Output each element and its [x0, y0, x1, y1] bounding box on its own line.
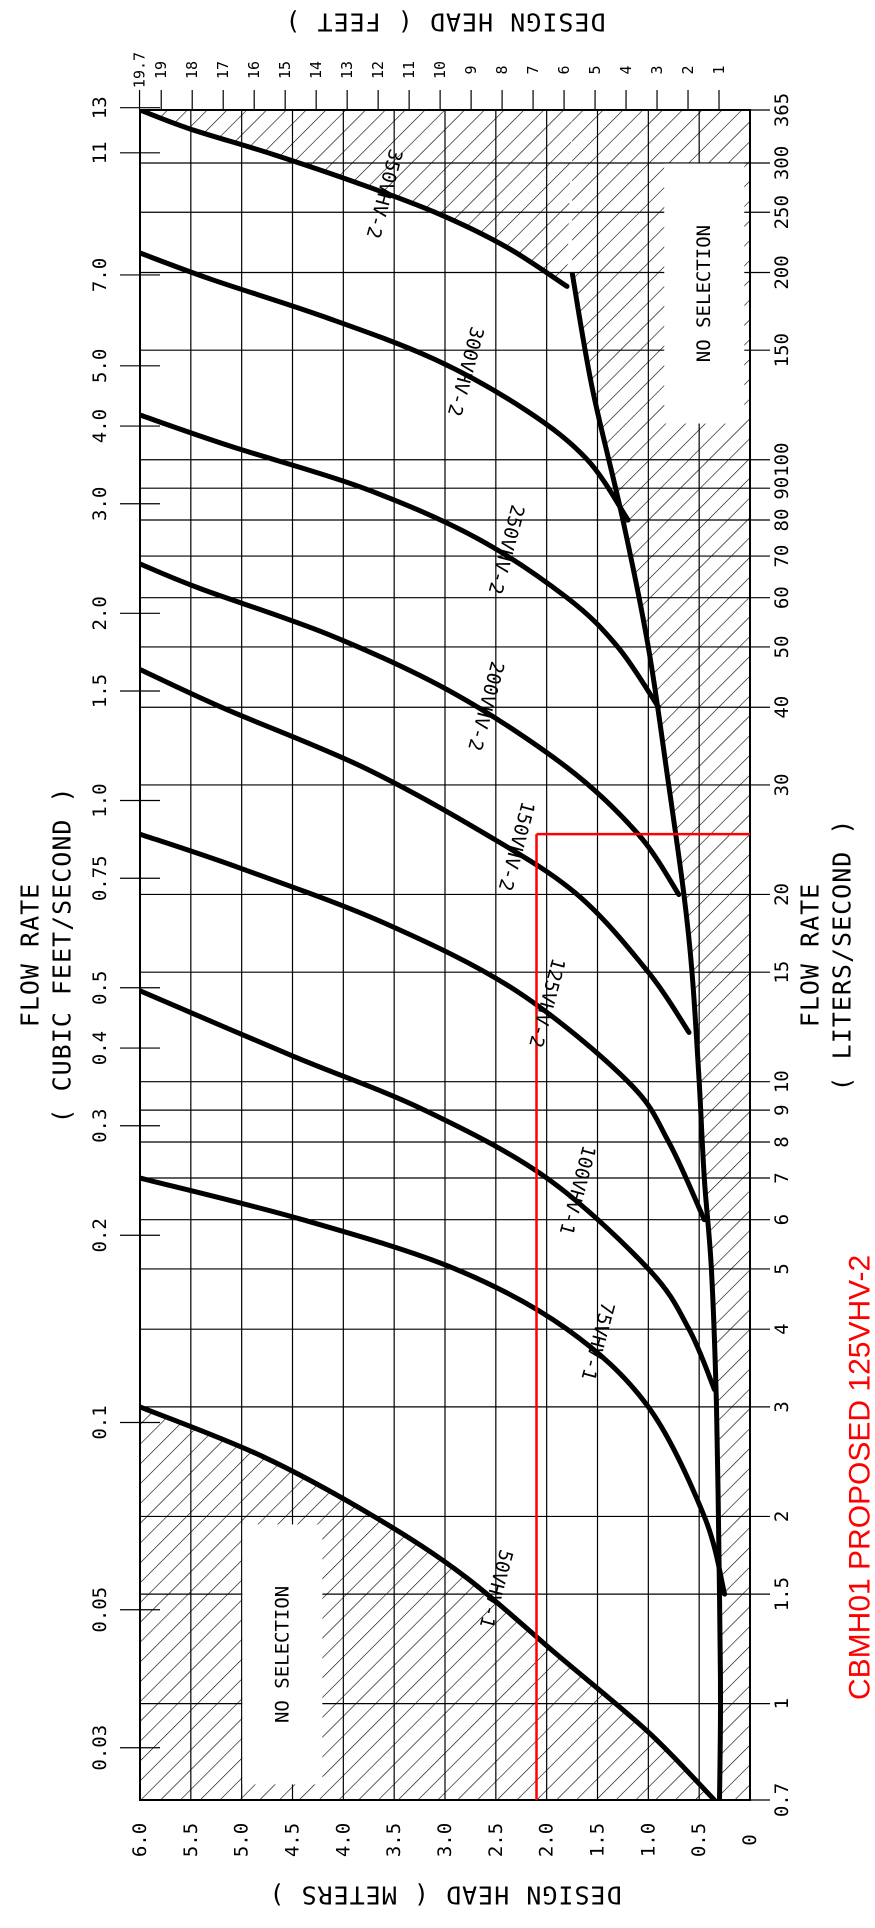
series-label-150vhv-2: 150VHV-2 [494, 799, 539, 893]
tick-label-feet: 19 [152, 61, 170, 79]
tick-label-cfs: 7.0 [89, 258, 111, 292]
tick-label-lps: 200 [771, 255, 793, 289]
axis-title-lps-line1: FLOW RATE [796, 883, 825, 1027]
tick-label-feet: 1 [710, 65, 728, 74]
no-selection-top-label: NO SELECTION [693, 225, 715, 362]
series-label-250vhv-2: 250VHV-2 [484, 502, 529, 596]
tick-label-feet: 3 [648, 65, 666, 74]
tick-label-cfs: 3.0 [89, 487, 111, 521]
tick-label-meters: 6.0 [129, 1823, 151, 1857]
tick-label-cfs: 5.0 [89, 349, 111, 383]
tick-label-feet: 16 [245, 61, 263, 79]
tick-label-cfs: 0.5 [89, 971, 111, 1005]
tick-label-lps: 250 [771, 195, 793, 229]
tick-label-meters: 2.5 [485, 1823, 507, 1857]
tick-label-meters: 4.5 [282, 1823, 304, 1857]
tick-label-lps: 9 [771, 1104, 793, 1115]
tick-label-feet: 13 [338, 61, 356, 79]
selection-annotation-text: CBMH01 PROPOSED 125VHV-2 [844, 1255, 875, 1700]
tick-label-cfs: 0.2 [89, 1218, 111, 1252]
tick-label-feet: 8 [493, 65, 511, 74]
tick-label-lps: 50 [771, 636, 793, 659]
tick-label-lps: 365 [771, 93, 793, 127]
tick-label-feet: 11 [400, 61, 418, 79]
tick-label-lps: 60 [771, 586, 793, 609]
no-selection-bottom-label: NO SELECTION [271, 1586, 293, 1723]
tick-label-meters: 1.0 [637, 1823, 659, 1857]
tick-label-lps: 10 [771, 1070, 793, 1093]
tick-label-cfs: 0.75 [89, 855, 111, 901]
axis-title-feet: DESIGN HEAD ( FEET ) [284, 8, 605, 37]
series-label-300vhv-2: 300VHV-2 [443, 324, 488, 418]
tick-label-lps: 90 [771, 477, 793, 500]
tick-label-lps: 150 [771, 333, 793, 367]
tick-label-cfs: 0.05 [89, 1587, 111, 1633]
tick-label-meters: 3.0 [434, 1823, 456, 1857]
tick-label-lps: 70 [771, 545, 793, 568]
tick-label-cfs: 11 [89, 141, 111, 164]
tick-label-lps: 2 [771, 1511, 793, 1522]
tick-label-cfs: 1.0 [89, 783, 111, 817]
tick-label-feet: 10 [431, 61, 449, 79]
axis-title-cfs-line1: FLOW RATE [16, 883, 45, 1027]
tick-label-meters: 5.5 [180, 1823, 202, 1857]
tick-label-feet: 4 [617, 65, 635, 74]
no-selection-region-bottom [140, 1407, 714, 1800]
tick-label-feet: 14 [307, 61, 325, 79]
tick-label-feet: 18 [183, 61, 201, 79]
tick-label-lps: 0.7 [771, 1783, 793, 1817]
tick-label-lps: 20 [771, 883, 793, 906]
axis-title-meters: DESIGN HEAD ( METERS ) [268, 1881, 621, 1910]
tick-label-cfs: 0.1 [89, 1405, 111, 1439]
series-curve-300vhv-2 [140, 253, 628, 520]
tick-label-cfs: 2.0 [89, 596, 111, 630]
tick-label-meters: 2.0 [536, 1823, 558, 1857]
tick-label-meters: 4.0 [332, 1823, 354, 1857]
tick-label-feet: 12 [369, 61, 387, 79]
tick-label-feet: 6 [555, 65, 573, 74]
tick-label-lps: 8 [771, 1136, 793, 1147]
tick-label-feet: 15 [276, 61, 294, 79]
tick-label-lps: 4 [771, 1323, 793, 1334]
tick-label-lps: 15 [771, 961, 793, 984]
tick-label-lps: 100 [771, 443, 793, 477]
series-label-200vhv-2: 200VHV-2 [463, 659, 508, 753]
tick-label-lps: 5 [771, 1263, 793, 1274]
tick-label-cfs: 0.3 [89, 1109, 111, 1143]
tick-label-feet: 17 [214, 61, 232, 79]
tick-label-lps: 3 [771, 1401, 793, 1412]
tick-label-lps: 300 [771, 146, 793, 180]
tick-label-cfs: 0.4 [89, 1031, 111, 1065]
tick-label-meters: 3.5 [383, 1823, 405, 1857]
tick-label-lps: 1 [771, 1698, 793, 1709]
tick-label-cfs: 4.0 [89, 409, 111, 443]
tick-label-feet: 9 [462, 65, 480, 74]
tick-label-cfs: 1.5 [89, 674, 111, 708]
tick-label-lps: 40 [771, 696, 793, 719]
tick-label-lps: 30 [771, 773, 793, 796]
axis-title-lps-line2: ( LITERS/SECOND ) [828, 819, 857, 1092]
tick-label-lps: 7 [771, 1172, 793, 1183]
tick-label-feet: 19.7 [131, 52, 149, 88]
tick-label-feet: 2 [679, 65, 697, 74]
tick-label-meters: 0.5 [688, 1823, 710, 1857]
tick-label-meters: 0 [739, 1834, 761, 1845]
tick-label-lps: 80 [771, 509, 793, 532]
axis-title-cfs-line2: ( CUBIC FEET/SECOND ) [48, 786, 77, 1123]
tick-label-meters: 5.0 [231, 1823, 253, 1857]
tick-label-feet: 5 [586, 65, 604, 74]
series-curve-150vhv-2 [140, 670, 689, 1033]
tick-label-cfs: 13 [89, 96, 111, 119]
no-selection-region-top [140, 110, 572, 286]
tick-label-cfs: 0.03 [89, 1725, 111, 1771]
tick-label-meters: 1.5 [587, 1823, 609, 1857]
tick-label-lps: 1.5 [771, 1577, 793, 1611]
tick-label-lps: 6 [771, 1214, 793, 1225]
tick-label-feet: 7 [524, 65, 542, 74]
